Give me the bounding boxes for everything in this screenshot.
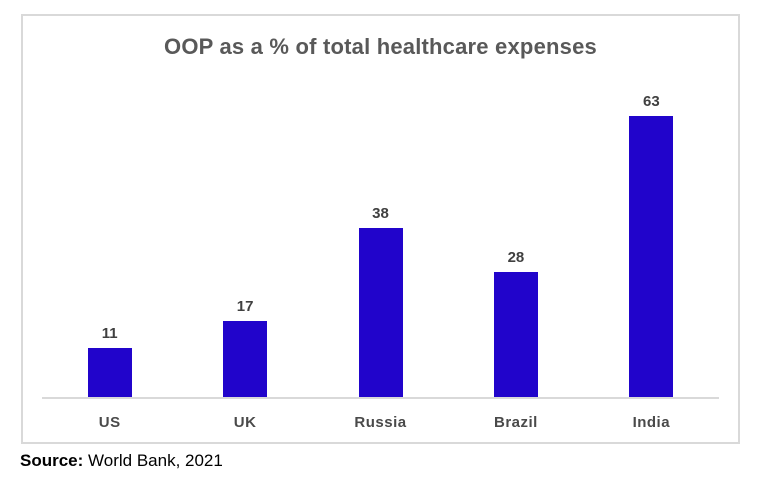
bar-value-label-us: 11 xyxy=(101,325,118,342)
bar-value-label-uk: 17 xyxy=(236,298,254,315)
source-label: Source: xyxy=(20,451,84,470)
x-axis-label-india: India xyxy=(632,414,671,431)
chart-frame: OOP as a % of total healthcare expenses … xyxy=(21,14,740,444)
bar-russia xyxy=(358,228,403,397)
chart-title: OOP as a % of total healthcare expenses xyxy=(164,34,597,59)
bar-brazil xyxy=(493,272,538,397)
bar-column-india: 63 xyxy=(584,93,719,397)
bar-value-label-india: 63 xyxy=(642,93,660,110)
bar-column-brazil: 28 xyxy=(448,249,583,397)
bar-value-label-russia: 38 xyxy=(372,205,389,222)
x-axis-label-brazil: Brazil xyxy=(493,414,538,431)
x-axis-label-uk: UK xyxy=(233,414,257,431)
bar-column-russia: 38 xyxy=(313,205,448,397)
bar-india xyxy=(629,116,674,397)
bar-column-us: 11 xyxy=(42,325,177,397)
bar-uk xyxy=(223,321,268,397)
source-note: Source: World Bank, 2021 xyxy=(20,451,223,471)
bar-value-label-brazil: 28 xyxy=(507,249,525,266)
x-axis-label-us: US xyxy=(98,414,121,431)
source-text: World Bank, 2021 xyxy=(83,451,223,470)
plot-area: 11 17 38 28 63 xyxy=(42,85,719,399)
x-axis-label-russia: Russia xyxy=(354,414,407,431)
bar-us xyxy=(87,348,132,397)
bar-column-uk: 17 xyxy=(177,298,312,397)
x-axis-labels: US UK Russia Brazil India xyxy=(42,414,719,431)
